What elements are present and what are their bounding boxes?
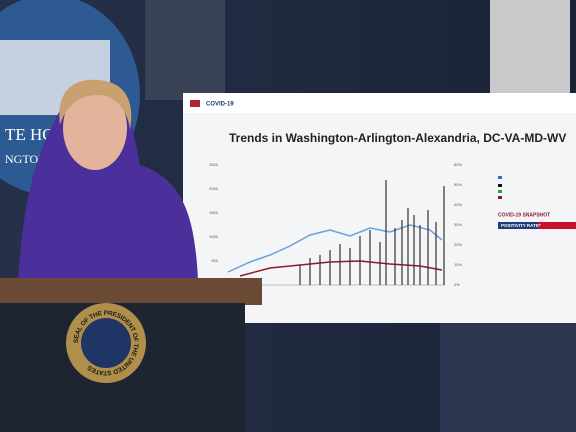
- right-tick-label: 20%: [454, 242, 462, 247]
- speaker-hair: [59, 79, 132, 130]
- left-tick-label: 2000: [209, 186, 219, 191]
- legend-swatch: [498, 176, 502, 179]
- snapshot-label-bg: [498, 222, 538, 229]
- speaker-face: [63, 86, 127, 170]
- right-tick-label: 50%: [454, 182, 462, 187]
- right-tick-label: 60%: [454, 162, 462, 167]
- right-tick-label: 10%: [454, 262, 462, 267]
- sign-text: TE HO: [5, 125, 55, 144]
- chart-title: Trends in Washington-Arlington-Alexandri…: [229, 131, 566, 145]
- left-tick-label: 2500: [209, 162, 219, 167]
- left-tick-label: 500: [211, 258, 218, 263]
- right-tick-label: 30%: [454, 222, 462, 227]
- legend-swatch: [498, 184, 502, 187]
- legend-swatch: [498, 190, 502, 193]
- right-tick-label: 0%: [454, 282, 460, 287]
- left-tick-label: 1500: [209, 210, 219, 215]
- trend-line: [239, 260, 443, 277]
- flag: [190, 100, 200, 107]
- chart-area: 2500200015001000500060%50%40%30%20%10%0%: [209, 162, 462, 287]
- speaker-clothing: [18, 100, 198, 280]
- left-tick-label: 1000: [209, 234, 219, 239]
- snapshot-title: COVID-19 SNAPSHOT: [498, 212, 550, 218]
- wall-panel: [145, 0, 225, 100]
- right-tick-label: 40%: [454, 202, 462, 207]
- podium-top: [0, 278, 262, 305]
- bars: [299, 180, 445, 285]
- screen-header: [183, 93, 576, 113]
- legend-swatch: [498, 196, 502, 199]
- wall-panel: [440, 320, 576, 432]
- seal-center: [81, 318, 131, 368]
- trend-line: [227, 224, 443, 273]
- screen-header-text: COVID-19: [206, 102, 234, 108]
- snapshot-label: POSITIVITY RATE*: [501, 223, 541, 228]
- sign-text: NGTON: [5, 152, 47, 166]
